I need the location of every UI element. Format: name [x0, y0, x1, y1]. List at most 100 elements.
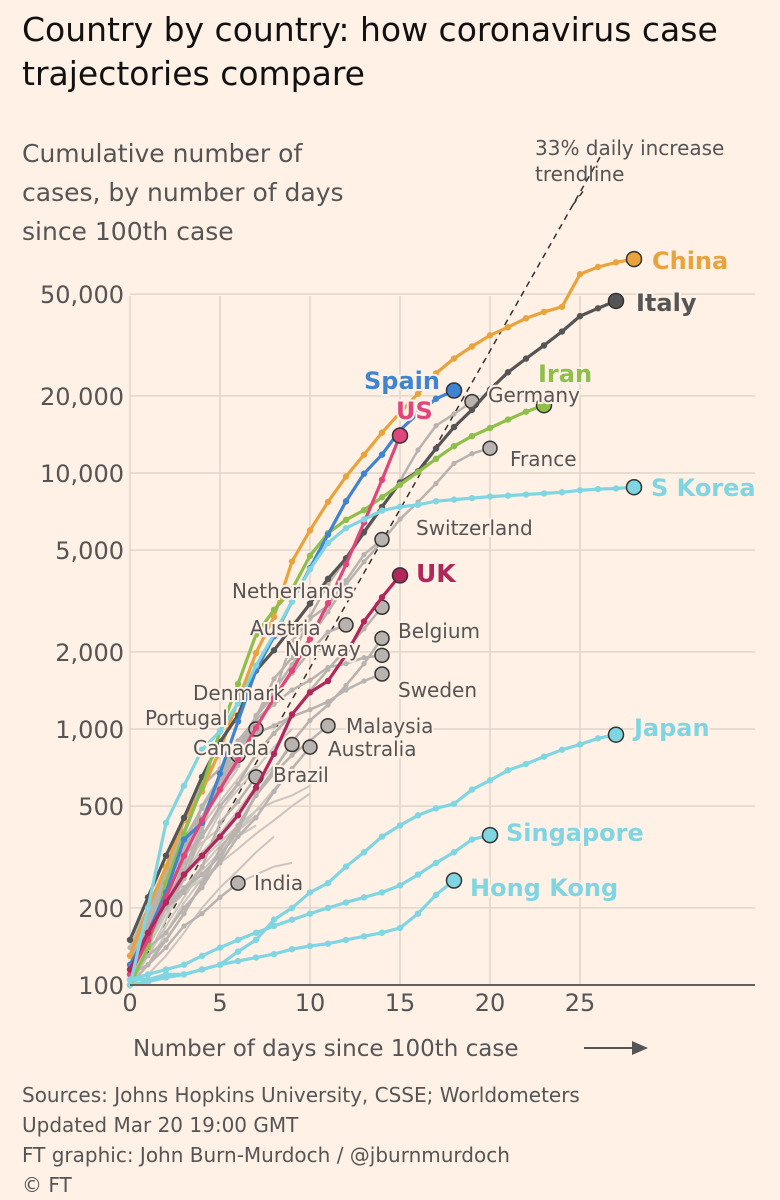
point-uk [378, 594, 386, 601]
y-tick-label: 200 [78, 895, 124, 923]
point-italy [270, 647, 278, 654]
point-france [451, 460, 457, 467]
point-norway [235, 738, 241, 744]
label-malaysia: Malaysia [346, 714, 433, 738]
point-hong-kong [234, 957, 242, 965]
point-france [433, 480, 439, 487]
point-brazil [235, 799, 241, 805]
point-italy [126, 936, 134, 944]
point-uk [144, 929, 152, 936]
point-italy [486, 386, 494, 393]
point-netherlands [199, 833, 205, 840]
point-uk [180, 871, 188, 878]
point-italy [306, 600, 314, 607]
point-japan [486, 777, 494, 784]
point-us [234, 756, 242, 763]
endpoint-malaysia [320, 717, 336, 734]
label-canada: Canada [193, 736, 269, 760]
point-italy [522, 355, 530, 362]
endpoint-china [625, 250, 643, 268]
point-s-korea [576, 487, 584, 494]
point-spain [378, 451, 386, 458]
series-line-iran [128, 403, 545, 986]
point-austria [325, 629, 331, 635]
y-tick-label: 1,000 [55, 716, 124, 744]
endpoint-australia [302, 739, 318, 755]
point-hong-kong [414, 910, 422, 917]
x-axis-arrowhead [632, 1041, 648, 1055]
trendline-extension [572, 189, 585, 206]
point-italy [324, 575, 332, 583]
point-singapore [468, 836, 476, 843]
point-us [180, 852, 188, 859]
point-s-korea [594, 485, 602, 493]
point-belgium [361, 661, 367, 667]
point-s-korea [234, 700, 242, 707]
label-singapore: Singapore [506, 819, 644, 847]
point-sweden [343, 687, 349, 693]
point-canada [271, 766, 277, 772]
point-s-korea [198, 746, 206, 753]
point-germany [433, 423, 439, 429]
point-india [181, 923, 187, 929]
point-spain [234, 718, 242, 725]
point-japan [432, 805, 440, 812]
point-switzerland [361, 552, 367, 558]
point-china [288, 558, 296, 565]
point-sweden [361, 678, 367, 684]
label-spain: Spain [364, 367, 440, 395]
axes: 1002005001,0002,0005,00010,00020,00050,0… [40, 281, 755, 1062]
point-s-korea [504, 492, 512, 499]
point-japan [414, 812, 422, 819]
point-s-korea [216, 728, 224, 735]
point-s-korea [162, 819, 170, 827]
x-tick-label: 15 [385, 989, 416, 1017]
series-labels: Germany France Switzerland Netherlands Austr… [143, 245, 758, 904]
point-uk [288, 711, 296, 718]
label-denmark: Denmark [193, 681, 285, 705]
point-australia [271, 788, 277, 795]
point-china [360, 451, 368, 458]
point-iran [432, 455, 440, 463]
point-s-korea [180, 782, 188, 789]
point-singapore [126, 976, 134, 983]
x-tick-label: 20 [475, 989, 506, 1017]
label-us: US [396, 397, 433, 425]
point-japan [558, 746, 566, 753]
point-singapore [270, 922, 278, 930]
y-tick-label: 500 [78, 793, 124, 821]
y-tick-label: 10,000 [40, 460, 124, 488]
series-line-us [128, 434, 402, 976]
point-china [324, 498, 332, 506]
label-portugal: Portugal [145, 706, 228, 730]
point-iran [396, 481, 404, 488]
point-italy [450, 423, 458, 431]
point-switzerland [307, 615, 313, 622]
endpoint-iran [535, 396, 553, 414]
point-india [199, 911, 205, 917]
point-japan [360, 849, 368, 856]
point-hong-kong [360, 933, 368, 940]
point-s-korea [342, 524, 350, 532]
point-iran [252, 631, 260, 638]
point-spain [324, 531, 332, 538]
point-norway [307, 677, 313, 683]
point-china [486, 332, 494, 339]
y-tick-label: 2,000 [55, 639, 124, 667]
y-tick-label: 50,000 [40, 281, 124, 309]
point-canada [253, 792, 259, 799]
point-netherlands [361, 626, 367, 632]
label-iran: Iran [538, 360, 592, 388]
point-italy [432, 445, 440, 452]
point-australia [217, 860, 223, 866]
point-hong-kong [396, 924, 404, 932]
point-singapore [324, 904, 332, 912]
point-australia [181, 911, 187, 917]
point-uk [216, 833, 224, 840]
point-china [306, 527, 314, 534]
endpoint-switzerland [374, 531, 390, 548]
point-uk [360, 618, 368, 625]
point-netherlands [253, 751, 259, 757]
updated-note: Updated Mar 20 19:00 GMT [22, 1113, 299, 1137]
point-hong-kong [180, 971, 188, 978]
